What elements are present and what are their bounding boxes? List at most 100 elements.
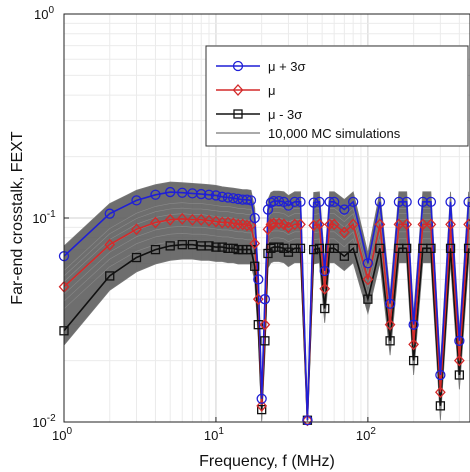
- data-point: [195, 213, 207, 226]
- legend: μ + 3σ μ μ - 3σ 10,000 MC simulations: [205, 45, 469, 147]
- data-point: [324, 196, 335, 207]
- data-point: [164, 213, 176, 226]
- data-point: [384, 298, 396, 309]
- data-point: [401, 218, 413, 231]
- legend-label: μ: [268, 83, 276, 98]
- data-point: [425, 218, 437, 231]
- data-point: [165, 186, 176, 198]
- data-point: [463, 243, 470, 253]
- data-point: [245, 219, 257, 232]
- data-point: [176, 212, 188, 225]
- data-point: [246, 244, 256, 255]
- data-point: [362, 273, 374, 286]
- data-point: [290, 243, 300, 253]
- data-point: [309, 244, 319, 255]
- data-point: [295, 243, 306, 253]
- data-point: [241, 219, 253, 232]
- data-point: [454, 370, 465, 380]
- data-point: [249, 237, 261, 250]
- data-point: [131, 223, 142, 236]
- data-point: [295, 218, 306, 231]
- data-point: [348, 196, 359, 207]
- data-point: [217, 242, 227, 252]
- data-point: [262, 223, 274, 236]
- data-point: [150, 189, 161, 200]
- series-line: [63, 243, 470, 421]
- data-point: [203, 189, 215, 200]
- data-point: [104, 238, 116, 251]
- data-point: [260, 336, 270, 346]
- data-point: [308, 219, 320, 232]
- data-point: [324, 218, 335, 231]
- data-point: [256, 393, 267, 404]
- data-point: [245, 195, 257, 206]
- data-point: [265, 218, 277, 231]
- legend-marker: [233, 109, 243, 119]
- data-point: [408, 338, 419, 351]
- data-point: [435, 369, 446, 381]
- data-point: [445, 243, 456, 253]
- data-point: [320, 303, 330, 314]
- x-axis-label: Frequency, f (MHz): [199, 453, 335, 470]
- data-point: [339, 204, 350, 215]
- data-point: [228, 243, 238, 253]
- data-point: [453, 354, 465, 367]
- data-point: [187, 240, 198, 250]
- data-point: [393, 218, 405, 231]
- y-tick-label: 10-2: [32, 413, 56, 430]
- data-point: [319, 265, 330, 277]
- data-point: [263, 248, 273, 259]
- data-point: [319, 282, 331, 295]
- data-point: [222, 192, 234, 203]
- data-point: [338, 226, 350, 239]
- y-axis-label: Far-end crosstalk, FEXT: [9, 131, 26, 305]
- data-point: [362, 258, 374, 269]
- data-point: [454, 335, 465, 346]
- data-point: [329, 196, 340, 207]
- data-point: [131, 195, 142, 206]
- mc-simulation-trace: [63, 207, 469, 410]
- data-point: [223, 243, 233, 253]
- data-point: [262, 204, 274, 215]
- data-point: [445, 218, 456, 231]
- legend-marker: [232, 60, 244, 72]
- legend-marker: [232, 84, 244, 96]
- data-point: [435, 401, 446, 411]
- data-point: [131, 252, 142, 263]
- data-point: [104, 208, 115, 219]
- data-point: [435, 386, 446, 399]
- data-point: [210, 215, 222, 228]
- data-point: [401, 196, 412, 207]
- data-point: [347, 218, 359, 231]
- data-point: [314, 218, 325, 231]
- x-tick-label: 102: [356, 426, 376, 443]
- data-point: [268, 195, 279, 207]
- data-point: [445, 196, 456, 207]
- data-point: [385, 336, 395, 346]
- data-point: [408, 355, 419, 366]
- data-point: [105, 271, 115, 281]
- data-point: [203, 214, 215, 227]
- data-point: [295, 196, 306, 207]
- data-point: [256, 399, 268, 412]
- legend-box: [205, 45, 469, 147]
- data-point: [463, 218, 470, 231]
- data-point: [211, 242, 221, 252]
- data-point: [463, 196, 470, 207]
- legend-label: 10,000 MC simulations: [268, 126, 401, 141]
- data-point: [348, 243, 358, 253]
- data-point: [250, 261, 260, 271]
- data-point: [150, 216, 161, 229]
- data-point: [259, 294, 271, 305]
- data-point: [417, 196, 428, 207]
- legend-label: μ + 3σ: [268, 59, 306, 74]
- data-point: [308, 197, 319, 208]
- mc-simulation-trace: [63, 232, 469, 422]
- data-point: [339, 251, 349, 261]
- data-point: [384, 318, 396, 331]
- series-markers: [58, 186, 470, 427]
- data-point: [257, 404, 267, 415]
- data-point: [237, 218, 249, 231]
- data-point: [150, 244, 161, 255]
- data-point: [273, 195, 285, 207]
